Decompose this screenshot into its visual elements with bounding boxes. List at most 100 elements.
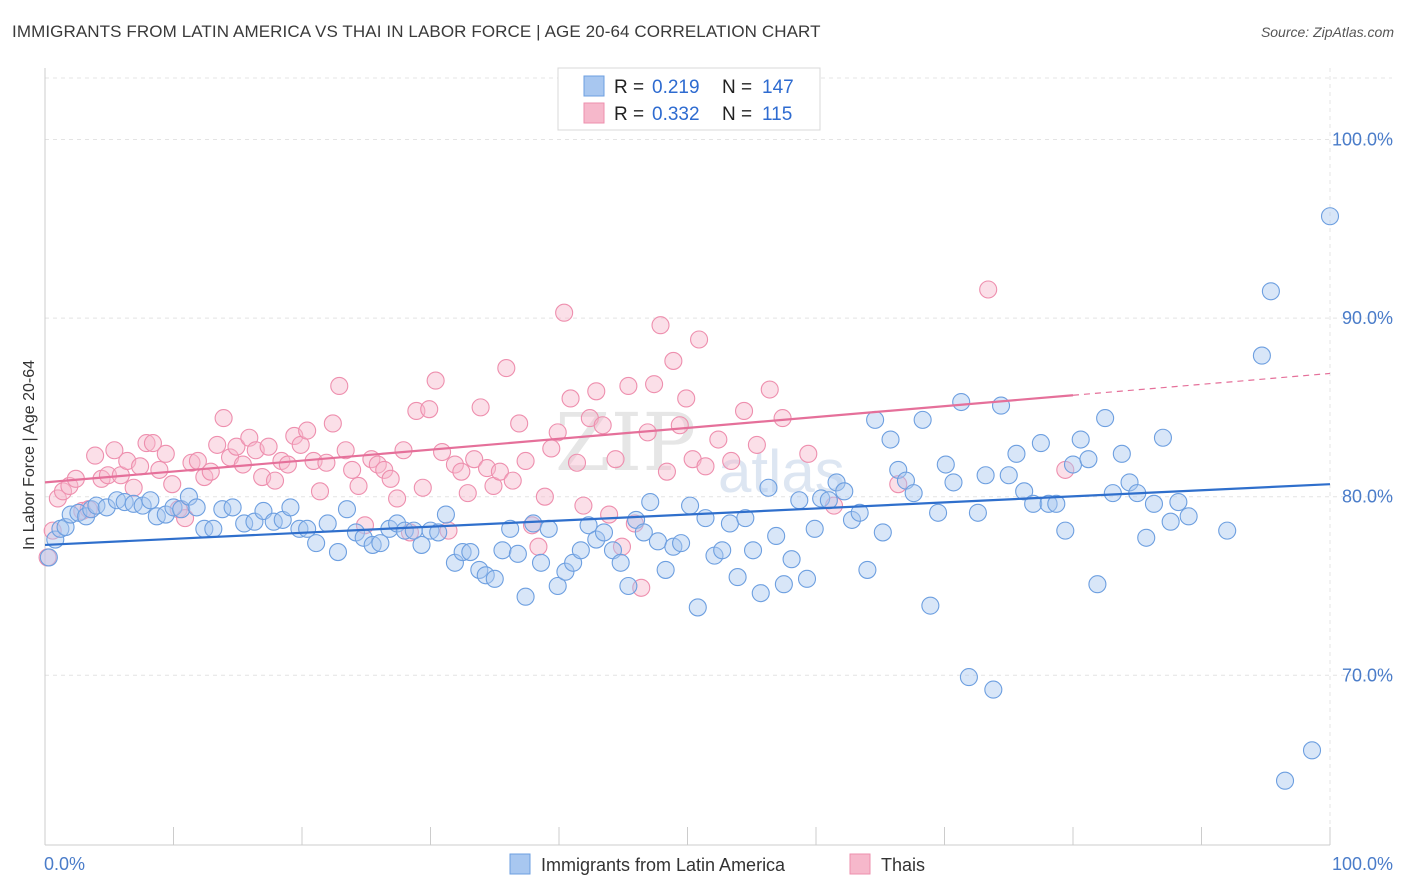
latin-america-point [728, 568, 747, 587]
latin-america-point [429, 523, 448, 542]
thais-point [747, 435, 766, 454]
thais-point [143, 434, 162, 453]
latin-america-point [436, 505, 455, 524]
y-axis-label: In Labor Force | Age 20-64 [21, 360, 38, 550]
thais-point [124, 478, 143, 497]
thais-point [612, 537, 632, 556]
thais-point [664, 351, 683, 370]
latin-america-point [713, 541, 732, 560]
latin-america-point [501, 519, 520, 538]
latin-america-point [508, 544, 527, 563]
thais-point [413, 478, 432, 497]
latin-america-point [412, 535, 431, 554]
latin-america-point [539, 519, 558, 538]
latin-america-point [634, 523, 653, 542]
thais-point [163, 475, 182, 494]
thais-point [677, 389, 696, 408]
latin-america-point [115, 492, 134, 512]
chart-title: IMMIGRANTS FROM LATIN AMERICA VS THAI IN… [12, 22, 821, 41]
correlation-legend: R = 0.219 N = 147 R = 0.332 N = 115 [557, 67, 821, 131]
latin-america-points [39, 207, 1340, 790]
watermark-zip: ZIP [555, 396, 696, 489]
latin-america-point [1275, 771, 1295, 790]
thais-point [773, 409, 792, 428]
thais-point [542, 439, 561, 458]
legend-r-value-1: 0.219 [652, 77, 700, 98]
thais-point [555, 303, 574, 322]
latin-america-point [944, 473, 963, 492]
latin-america-point [976, 466, 995, 485]
bottom-legend-swatch-pink [849, 853, 871, 875]
thais-point [317, 453, 336, 472]
thais-point [433, 442, 452, 462]
latin-america-point [476, 566, 495, 585]
thais-point [156, 444, 175, 463]
thais-point [208, 435, 227, 454]
latin-america-point [812, 489, 831, 508]
thais-point [548, 423, 567, 442]
latin-america-point [187, 498, 206, 517]
thais-point [105, 441, 124, 460]
latin-america-point [688, 598, 707, 617]
latin-america-point [759, 478, 778, 497]
latin-america-point [453, 543, 472, 562]
thais-points [38, 280, 1075, 597]
thais-point [214, 409, 233, 428]
latin-america-point [1088, 575, 1107, 594]
latin-america-point [835, 482, 854, 501]
latin-america-point [147, 507, 166, 526]
thais-point [497, 359, 516, 378]
thais-point [458, 484, 477, 503]
latin-america-point [736, 509, 755, 528]
latin-america-point [1144, 494, 1164, 513]
legend-r-value-2: 0.332 [652, 104, 700, 125]
y-tick-label: 90.0% [1342, 308, 1393, 328]
latin-america-point [797, 569, 817, 588]
thais-point [375, 460, 394, 479]
latin-america-point [516, 587, 535, 606]
thais-trend-line [44, 394, 1074, 484]
latin-america-point [1024, 494, 1043, 513]
latin-america-point [1320, 207, 1340, 226]
thais-point [503, 471, 522, 490]
latin-america-point [936, 455, 955, 474]
latin-america-point [264, 512, 283, 531]
latin-america-point [991, 396, 1011, 415]
bottom-legend-label-latin-america: Immigrants from Latin America [541, 855, 786, 875]
latin-america-point [39, 548, 58, 567]
axes [44, 68, 1331, 846]
latin-america-point [1031, 434, 1050, 453]
thais-point [696, 457, 715, 476]
legend-n-label-2: N = [722, 104, 752, 125]
legend-r-label-2: R = [614, 104, 644, 125]
latin-america-point [571, 541, 590, 560]
latin-america-point [648, 532, 667, 551]
thais-point [349, 476, 368, 496]
latin-america-point [82, 500, 101, 519]
thais-point [606, 450, 625, 469]
latin-america-point [720, 514, 739, 533]
thais-point [452, 462, 471, 481]
latin-america-point [751, 584, 770, 603]
legend-n-label-1: N = [722, 77, 752, 98]
bottom-legend-label-thais: Thais [881, 855, 925, 875]
latin-america-point [371, 534, 390, 553]
latin-america-point [672, 534, 691, 553]
thais-point [587, 382, 606, 401]
thais-point [529, 537, 548, 556]
thais-point [561, 389, 580, 408]
latin-america-point [61, 505, 80, 524]
thais-point [131, 457, 150, 476]
latin-america-point [318, 514, 337, 533]
thais-point [734, 401, 754, 421]
latin-america-point [873, 523, 892, 542]
latin-america-point [819, 491, 838, 510]
latin-america-point [1112, 444, 1131, 463]
legend-n-value-2: 115 [762, 104, 792, 125]
latin-america-point [281, 498, 300, 517]
latin-america-point [1071, 430, 1090, 449]
thais-point [201, 462, 220, 481]
latin-america-point [337, 500, 357, 519]
thais-point [298, 421, 317, 440]
y-tick-label: 100.0% [1332, 129, 1393, 149]
